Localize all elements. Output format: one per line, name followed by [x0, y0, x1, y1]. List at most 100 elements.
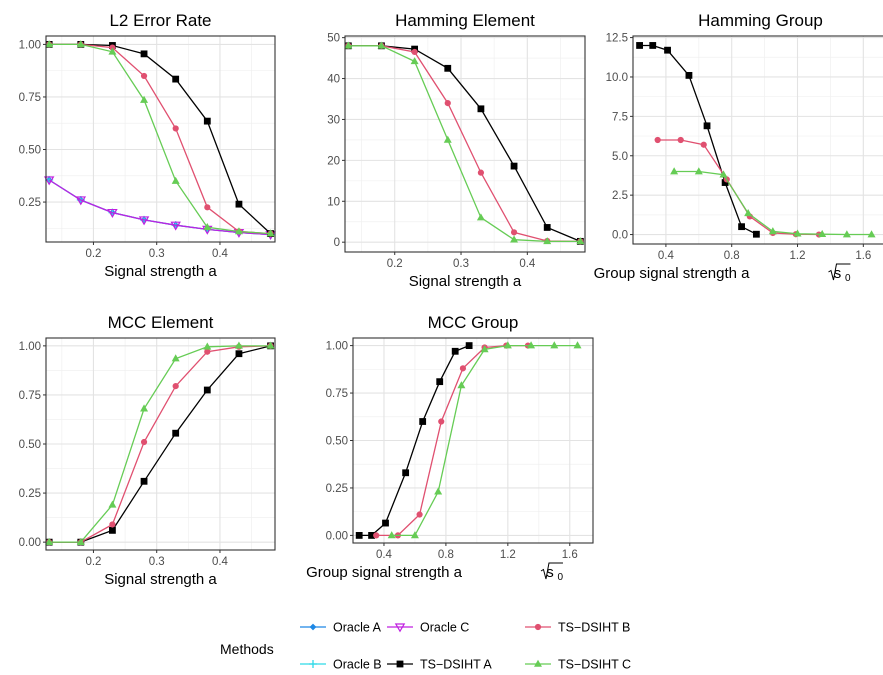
legend: Methods Oracle A Oracle B Oracle C TS−DSIHT… [220, 621, 631, 672]
series-line [49, 345, 271, 543]
data-point [480, 345, 489, 353]
y-tick-label: 30 [327, 114, 340, 126]
grid [46, 36, 275, 242]
data-point [170, 221, 181, 231]
data-point [685, 71, 693, 79]
plot-background [46, 36, 275, 242]
legend-items: Oracle A Oracle B Oracle C TS−DSIHT A TS−DSI… [300, 621, 631, 672]
y-tick-label: 1.00 [326, 341, 348, 353]
x-tick-label: 0.8 [724, 250, 740, 262]
y-tick-label: 0.50 [19, 145, 41, 157]
series-ts-dsiht-c [670, 167, 876, 238]
y-tick-label: 5.0 [612, 151, 628, 163]
data-point [76, 40, 85, 48]
legend-item-ts-dsiht-b: TS−DSIHT B [525, 621, 630, 635]
grid [345, 36, 585, 252]
x-tick-label: 0.4 [376, 549, 393, 561]
panel-mcc-element: 0.00 0.25 0.50 0.75 1.00 0.2 0.3 0.4 MCC Element… [19, 313, 276, 588]
data-point [204, 348, 211, 355]
data-point [664, 46, 671, 54]
y-tick-label: 20 [327, 155, 340, 167]
y-tick-label: 2.5 [612, 190, 628, 202]
panels: 0.25 0.50 0.75 1.00 0.2 0.3 0.4 L2 Error Rate Si… [19, 11, 883, 588]
data-point [443, 135, 452, 143]
panel-border [632, 35, 883, 245]
y-tick-label: 10 [327, 196, 340, 208]
x-tick-label: 1.2 [500, 549, 516, 561]
data-point [373, 532, 380, 539]
x-axis-label: Signal strength a [409, 273, 522, 290]
data-point [402, 469, 410, 477]
data-point [670, 167, 679, 175]
x-tick-label: 0.4 [212, 556, 229, 568]
data-point [465, 342, 473, 349]
data-point [266, 341, 275, 349]
data-point [234, 227, 243, 235]
data-point [842, 230, 851, 238]
y-tick-label: 0.0 [612, 230, 628, 242]
data-point [172, 125, 179, 132]
data-point [235, 350, 243, 358]
data-point [45, 40, 54, 48]
legend-item-ts-dsiht-a: TS−DSIHT A [387, 658, 492, 672]
x-tick-label: 1.2 [790, 250, 806, 262]
panel-hamming-group: 0.0 2.5 5.0 7.5 10.0 12.5 0.4 0.8 1.2 1.6 Hamming … [594, 11, 883, 284]
data-point [444, 99, 451, 107]
x-tick-label: 1.6 [562, 549, 578, 561]
legend-label: TS−DSIHT B [558, 621, 630, 635]
grid [46, 338, 275, 550]
legend-item-oracle-a: Oracle A [300, 621, 382, 635]
data-point [444, 64, 452, 72]
legend-title: Methods [220, 641, 274, 657]
y-tick-label: 0.25 [326, 483, 348, 495]
data-point [344, 41, 353, 49]
x-axis-label-text: Group signal strength a [306, 564, 463, 581]
legend-item-ts-dsiht-c: TS−DSIHT C [525, 658, 631, 672]
data-point [476, 213, 485, 221]
data-point [235, 200, 243, 208]
y-tick-label: 0.00 [19, 537, 41, 549]
data-point [477, 169, 485, 176]
data-point [721, 179, 729, 186]
data-point [204, 204, 211, 211]
data-point [457, 381, 466, 389]
data-point [503, 341, 512, 349]
series-ts-dsiht-c [45, 40, 275, 237]
y-tick-label: 1.00 [19, 39, 41, 51]
panel-border [45, 35, 276, 243]
series-ts-dsiht-c [387, 341, 582, 539]
x-tick-label: 0.2 [85, 556, 101, 568]
data-point [140, 95, 149, 103]
data-point [700, 141, 707, 148]
data-point [234, 341, 243, 349]
data-point [419, 418, 427, 425]
data-point [411, 48, 418, 56]
y-tick-label: 0.00 [326, 530, 348, 542]
data-point [410, 57, 419, 65]
x-tick-label: 0.4 [212, 248, 229, 260]
data-point [387, 531, 396, 539]
y-tick-label: 0.25 [19, 488, 41, 500]
series-line [49, 345, 271, 543]
data-point [266, 229, 275, 237]
data-point [138, 216, 150, 226]
data-point [203, 117, 211, 125]
data-point [171, 354, 180, 362]
series-line [348, 45, 581, 243]
x-tick-label: 1.6 [855, 250, 871, 262]
data-point [109, 526, 116, 534]
data-point [550, 341, 559, 349]
sqrt-variable: s [834, 265, 842, 282]
data-point [867, 230, 876, 238]
data-point [203, 342, 212, 350]
sqrt-variable: s [546, 564, 554, 581]
panel-title: MCC Element [108, 313, 214, 332]
x-tick-label: 0.8 [438, 549, 454, 561]
x-tick-label: 0.3 [149, 556, 165, 568]
y-tick-label: 0.75 [19, 390, 41, 402]
x-tick-label: 0.4 [519, 258, 536, 270]
panel-title: MCC Group [428, 313, 519, 332]
